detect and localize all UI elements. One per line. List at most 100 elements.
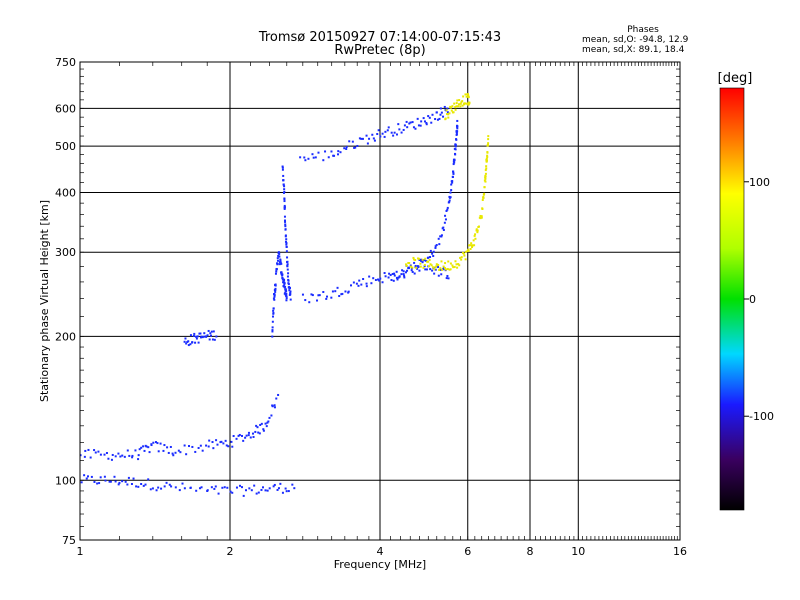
data-point [286, 268, 289, 271]
data-point [272, 312, 275, 315]
data-point [183, 487, 186, 490]
data-point [390, 279, 393, 282]
data-point [235, 437, 238, 440]
data-point [487, 138, 490, 141]
data-point [262, 428, 265, 431]
data-point [284, 220, 287, 223]
data-point [447, 113, 450, 116]
data-point [287, 490, 290, 493]
data-point [424, 257, 427, 260]
data-point [172, 454, 175, 457]
data-point [104, 479, 107, 482]
data-point [222, 442, 225, 445]
data-point [237, 434, 240, 437]
colorbar-tick-label: -100 [749, 410, 774, 423]
data-point [199, 444, 202, 447]
data-point [275, 397, 278, 400]
data-point [291, 483, 294, 486]
data-point [285, 295, 288, 298]
data-point [274, 287, 277, 290]
data-point [389, 274, 392, 277]
data-point [356, 144, 359, 147]
data-point [446, 206, 449, 209]
data-point [485, 165, 488, 168]
data-point [117, 452, 120, 455]
data-point [458, 264, 461, 267]
data-point [473, 244, 476, 247]
y-tick-label: 200 [55, 330, 76, 343]
data-point [430, 264, 433, 267]
data-point [452, 111, 455, 114]
data-point [143, 449, 146, 452]
data-point [379, 135, 382, 138]
data-point [463, 102, 466, 105]
data-point [324, 150, 327, 153]
data-point [121, 454, 124, 457]
data-point [217, 492, 220, 495]
data-point [191, 341, 194, 344]
data-point [187, 344, 190, 347]
axis-ticks [80, 62, 681, 540]
data-point [274, 272, 277, 275]
data-point [163, 485, 166, 488]
data-point [179, 451, 182, 454]
data-point [360, 137, 363, 140]
data-point [343, 147, 346, 150]
data-point [440, 111, 443, 114]
data-point [194, 335, 197, 338]
data-point [431, 113, 434, 116]
data-point [284, 285, 287, 288]
data-point [446, 113, 449, 116]
data-point [334, 290, 337, 293]
data-point [424, 268, 427, 271]
y-tick-label: 500 [55, 140, 76, 153]
data-point [362, 278, 365, 281]
data-point [317, 294, 320, 297]
data-point [268, 416, 271, 419]
data-point [279, 482, 282, 485]
data-point [178, 489, 181, 492]
data-point [430, 121, 433, 124]
data-point [393, 131, 396, 134]
data-point [311, 294, 314, 297]
data-point [383, 272, 386, 275]
data-point [435, 244, 438, 247]
data-point [299, 156, 302, 159]
data-point [281, 274, 284, 277]
data-point [381, 132, 384, 135]
data-point [148, 451, 151, 454]
data-point [351, 140, 354, 143]
data-point [282, 280, 285, 283]
data-point [381, 281, 384, 284]
data-point [387, 276, 390, 279]
data-point [111, 453, 114, 456]
data-point [280, 262, 283, 265]
data-point [436, 118, 439, 121]
data-point [159, 442, 162, 445]
data-point [273, 483, 276, 486]
data-point [452, 266, 455, 269]
data-point [273, 298, 276, 301]
data-point [402, 128, 405, 131]
data-point [425, 122, 428, 125]
data-point [79, 454, 82, 457]
data-point [213, 338, 216, 341]
data-point [287, 272, 290, 275]
data-point [446, 111, 449, 114]
data-point [283, 219, 286, 222]
data-point [442, 226, 445, 229]
data-point [144, 483, 147, 486]
data-point [181, 482, 184, 485]
data-point [422, 266, 425, 269]
data-point [487, 135, 490, 138]
data-point [337, 150, 340, 153]
data-point [280, 271, 283, 274]
data-point [189, 334, 192, 337]
data-point [434, 118, 437, 121]
data-point [274, 290, 277, 293]
y-tick-label: 300 [55, 246, 76, 259]
data-point [285, 290, 288, 293]
data-point [123, 455, 126, 458]
data-point [487, 142, 490, 145]
data-point [114, 455, 117, 458]
